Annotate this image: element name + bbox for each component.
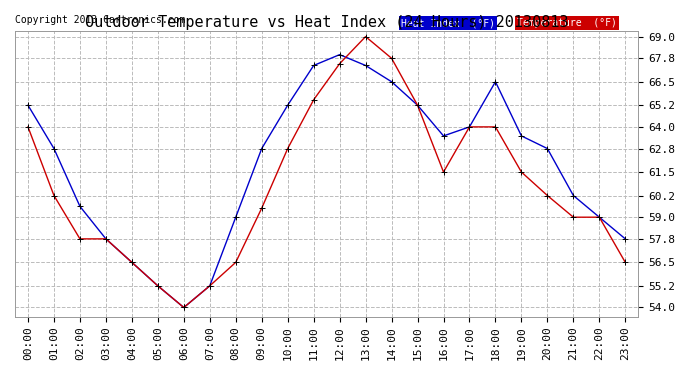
Text: Heat Index  (°F): Heat Index (°F)	[402, 18, 495, 28]
Text: Copyright 2013 Cartronics.com: Copyright 2013 Cartronics.com	[15, 15, 186, 26]
Title: Outdoor Temperature vs Heat Index (24 Hours) 20130813: Outdoor Temperature vs Heat Index (24 Ho…	[85, 15, 569, 30]
Text: Temperature  (°F): Temperature (°F)	[517, 18, 617, 28]
